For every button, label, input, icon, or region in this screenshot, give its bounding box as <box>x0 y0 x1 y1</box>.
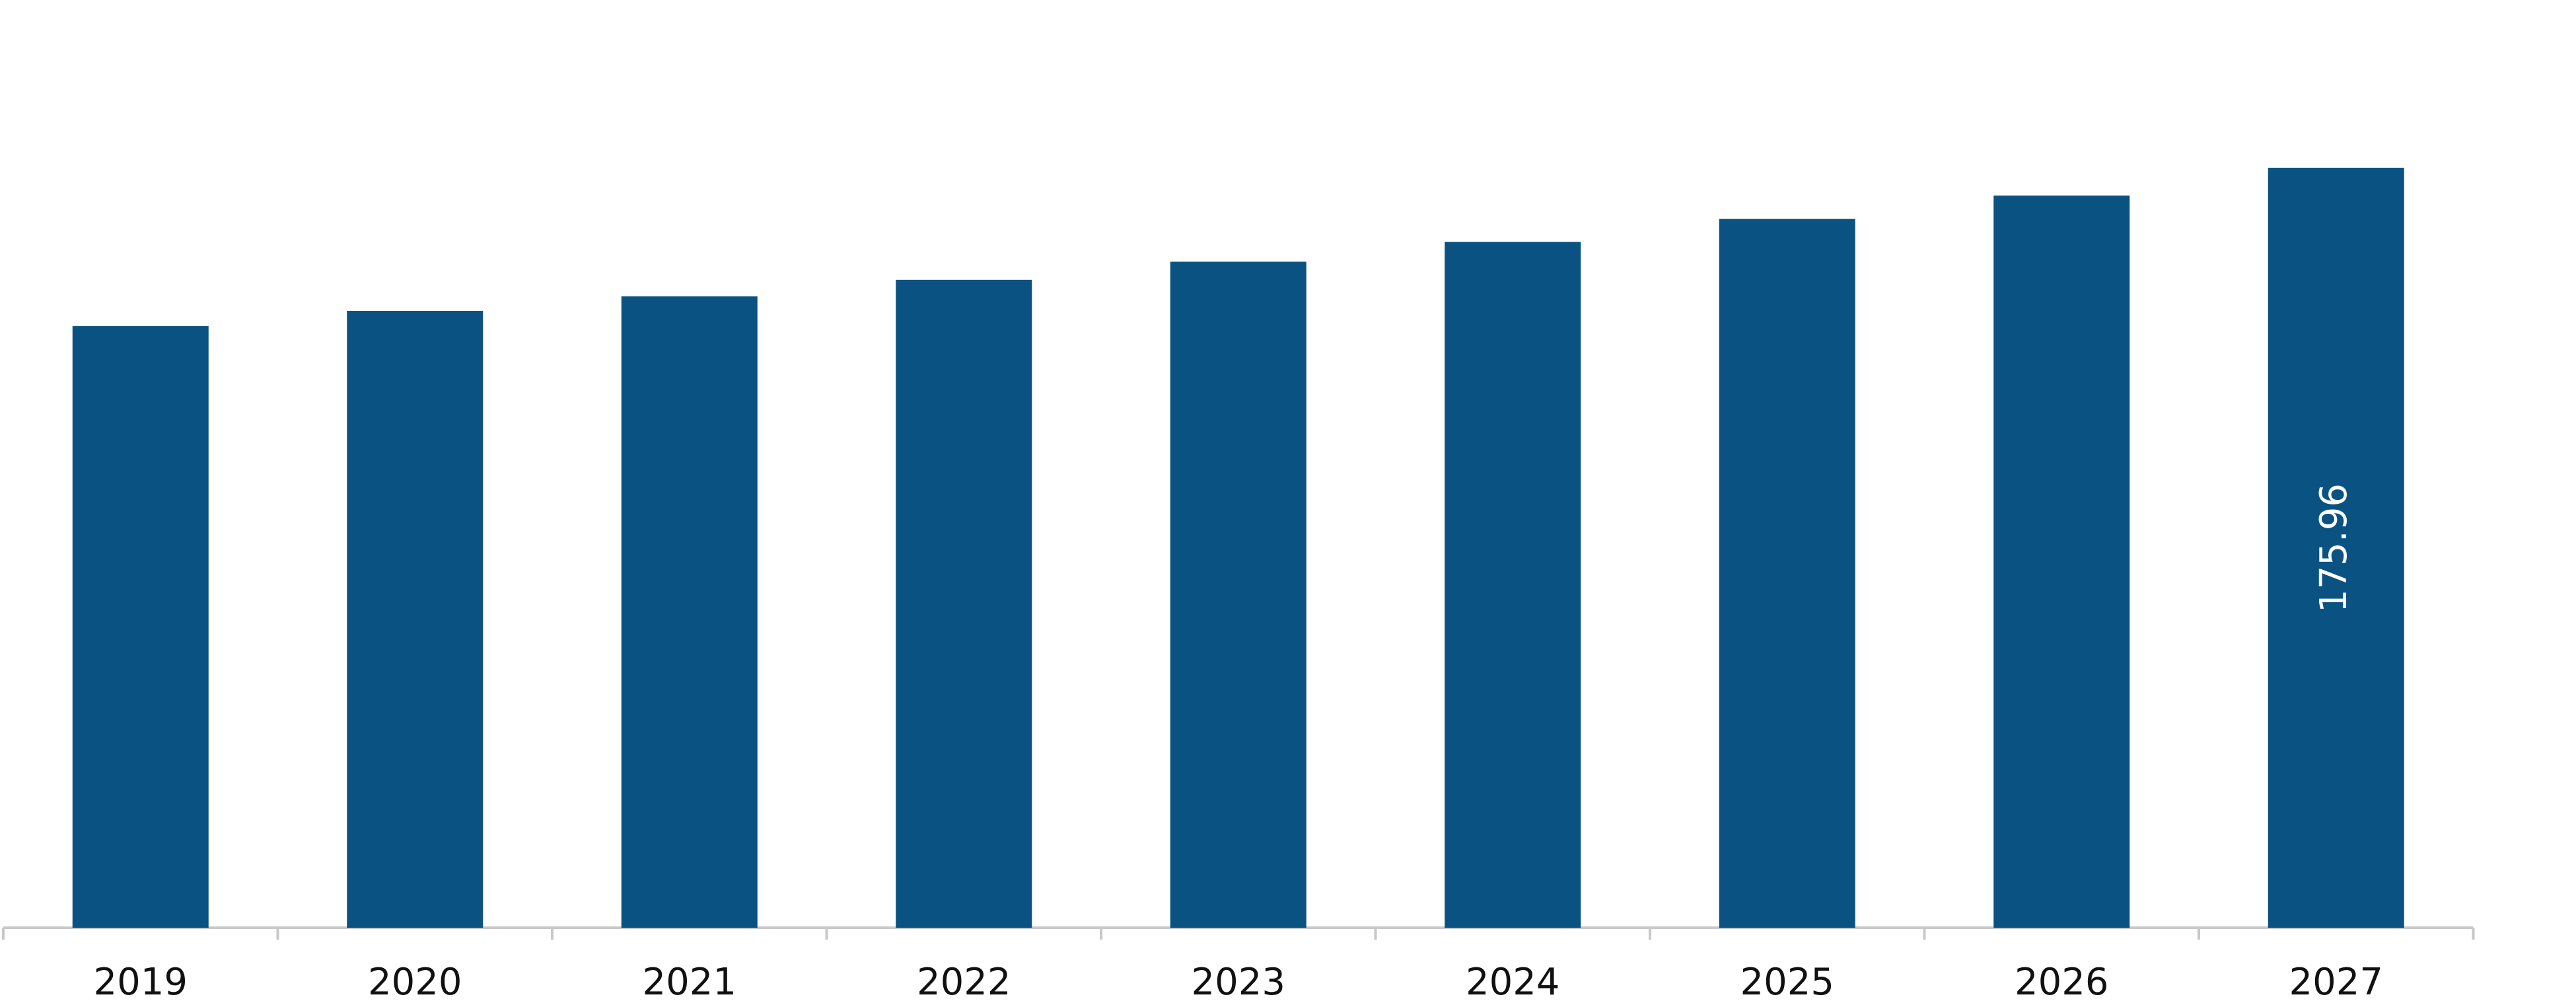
x-tick-label: 2024 <box>1466 961 1560 1004</box>
x-tick-label: 2022 <box>917 961 1011 1004</box>
x-tick-label: 2023 <box>1191 961 1285 1004</box>
bar <box>72 326 209 928</box>
bar <box>1719 219 1855 928</box>
bar <box>1445 242 1581 928</box>
x-tick-label: 2025 <box>1740 961 1834 1004</box>
x-tick-label: 2019 <box>93 961 188 1004</box>
bar <box>1993 195 2130 928</box>
bar <box>2268 168 2404 928</box>
x-tick-label: 2020 <box>368 961 462 1004</box>
bar <box>347 310 483 928</box>
value-label: 175.96 <box>2312 483 2355 613</box>
x-tick-label: 2026 <box>2015 961 2109 1004</box>
bar <box>621 296 758 928</box>
bar <box>1170 261 1306 928</box>
x-tick-label: 2027 <box>2289 961 2383 1004</box>
x-tick-label: 2021 <box>642 961 736 1004</box>
bar <box>896 279 1032 928</box>
